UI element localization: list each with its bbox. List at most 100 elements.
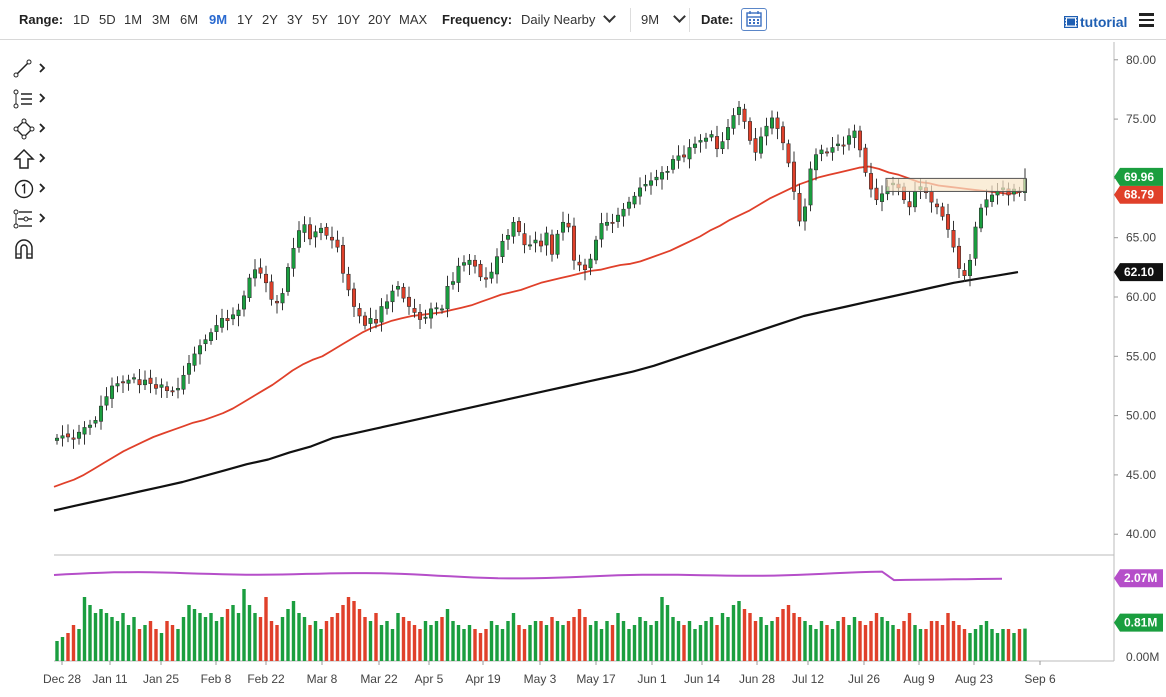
volume-zero-label: 0.00M — [1126, 650, 1159, 664]
candle-body — [912, 191, 918, 208]
candle — [456, 257, 461, 293]
period-select[interactable]: 9M — [641, 10, 686, 29]
arrow-tool[interactable] — [12, 148, 52, 170]
candle-body — [868, 173, 874, 190]
volume-bar — [605, 621, 609, 661]
volume-bar — [385, 621, 389, 661]
candle — [802, 198, 808, 231]
volume-bars — [53, 570, 1027, 661]
volume-bar — [297, 613, 301, 661]
candle — [758, 127, 764, 159]
candle — [648, 172, 654, 195]
range-1m[interactable]: 1M — [124, 12, 143, 27]
range-5d[interactable]: 5D — [99, 12, 116, 27]
candle-body — [60, 435, 65, 439]
candle — [863, 143, 868, 177]
resistance-box[interactable] — [885, 177, 1027, 192]
candle — [181, 365, 186, 395]
candle-body — [329, 236, 335, 241]
pattern-tool[interactable] — [12, 208, 52, 230]
volume-bar — [572, 617, 576, 661]
candle — [659, 166, 665, 190]
frequency-select[interactable]: Daily Nearby — [521, 10, 617, 29]
number-marker-tool[interactable] — [12, 178, 52, 200]
range-9m[interactable]: 9M — [209, 12, 228, 27]
candle — [835, 134, 841, 151]
volume-bar — [242, 589, 246, 661]
volume-bar — [60, 637, 65, 661]
volume-bar — [566, 621, 571, 661]
date-picker-button[interactable] — [741, 8, 767, 31]
hamburger-menu-icon[interactable] — [1139, 13, 1154, 27]
candle — [846, 128, 852, 151]
volume-bar — [808, 625, 813, 661]
candle-body — [962, 270, 967, 276]
range-label: Range: — [19, 12, 64, 27]
candle-body — [742, 108, 747, 122]
tutorial-link[interactable]: tutorial — [1063, 14, 1127, 30]
range-2y[interactable]: 2Y — [262, 12, 278, 27]
shapes-tool[interactable] — [12, 118, 52, 140]
candle-body — [797, 193, 802, 222]
volume-bar — [687, 621, 692, 661]
range-10y[interactable]: 10Y — [337, 12, 361, 27]
volume-bar — [374, 613, 378, 661]
candle — [687, 139, 692, 169]
candle-body — [208, 332, 214, 341]
trend-line-tool[interactable] — [12, 58, 52, 80]
volume-bar — [247, 605, 252, 661]
range-1y[interactable]: 1Y — [237, 12, 253, 27]
range-1d[interactable]: 1D — [73, 12, 90, 27]
candle — [280, 288, 285, 311]
volume-bar — [929, 621, 934, 661]
fib-levels-tool[interactable] — [12, 88, 52, 110]
candle — [599, 212, 604, 248]
candle — [461, 255, 467, 272]
candle — [577, 254, 582, 272]
moving-average-50 — [53, 165, 1019, 488]
candle — [126, 374, 131, 391]
volume-bar — [654, 621, 659, 661]
range-20y[interactable]: 20Y — [368, 12, 392, 27]
volume-bar — [621, 621, 626, 661]
volume-bar — [583, 617, 587, 661]
range-3y[interactable]: 3Y — [287, 12, 303, 27]
volume-bar — [797, 617, 802, 661]
magnet-tool[interactable] — [12, 238, 52, 260]
candle — [626, 196, 632, 216]
candle — [373, 309, 379, 329]
candle — [819, 144, 824, 162]
volume-bar — [588, 625, 593, 661]
range-max[interactable]: MAX — [399, 12, 428, 27]
volume-bar — [715, 625, 719, 661]
candle — [813, 148, 819, 181]
candle-body — [956, 245, 962, 269]
candle-body — [753, 138, 758, 153]
candle-body — [120, 381, 126, 384]
candle — [841, 136, 846, 155]
candle — [670, 155, 676, 174]
candle-body — [181, 374, 186, 390]
volume-bar — [484, 629, 488, 661]
volume-last-badge-shape — [1114, 613, 1163, 632]
candle-body — [54, 437, 60, 441]
candle — [742, 103, 747, 129]
range-5y[interactable]: 5Y — [312, 12, 328, 27]
candle — [604, 212, 610, 231]
range-3m[interactable]: 3M — [152, 12, 171, 27]
candle-body — [197, 345, 203, 355]
candle-body — [934, 203, 940, 208]
volume-bar — [440, 617, 444, 661]
range-6m[interactable]: 6M — [180, 12, 199, 27]
candle-body — [478, 263, 483, 278]
volume-bar — [467, 625, 472, 661]
candle-body — [780, 126, 786, 144]
volume-bar — [561, 625, 565, 661]
volume-bar — [830, 629, 835, 661]
candle-body — [351, 288, 357, 307]
candle — [786, 139, 791, 168]
candle-body — [450, 281, 456, 285]
candle-body — [461, 262, 467, 266]
volume-bar — [423, 621, 428, 661]
